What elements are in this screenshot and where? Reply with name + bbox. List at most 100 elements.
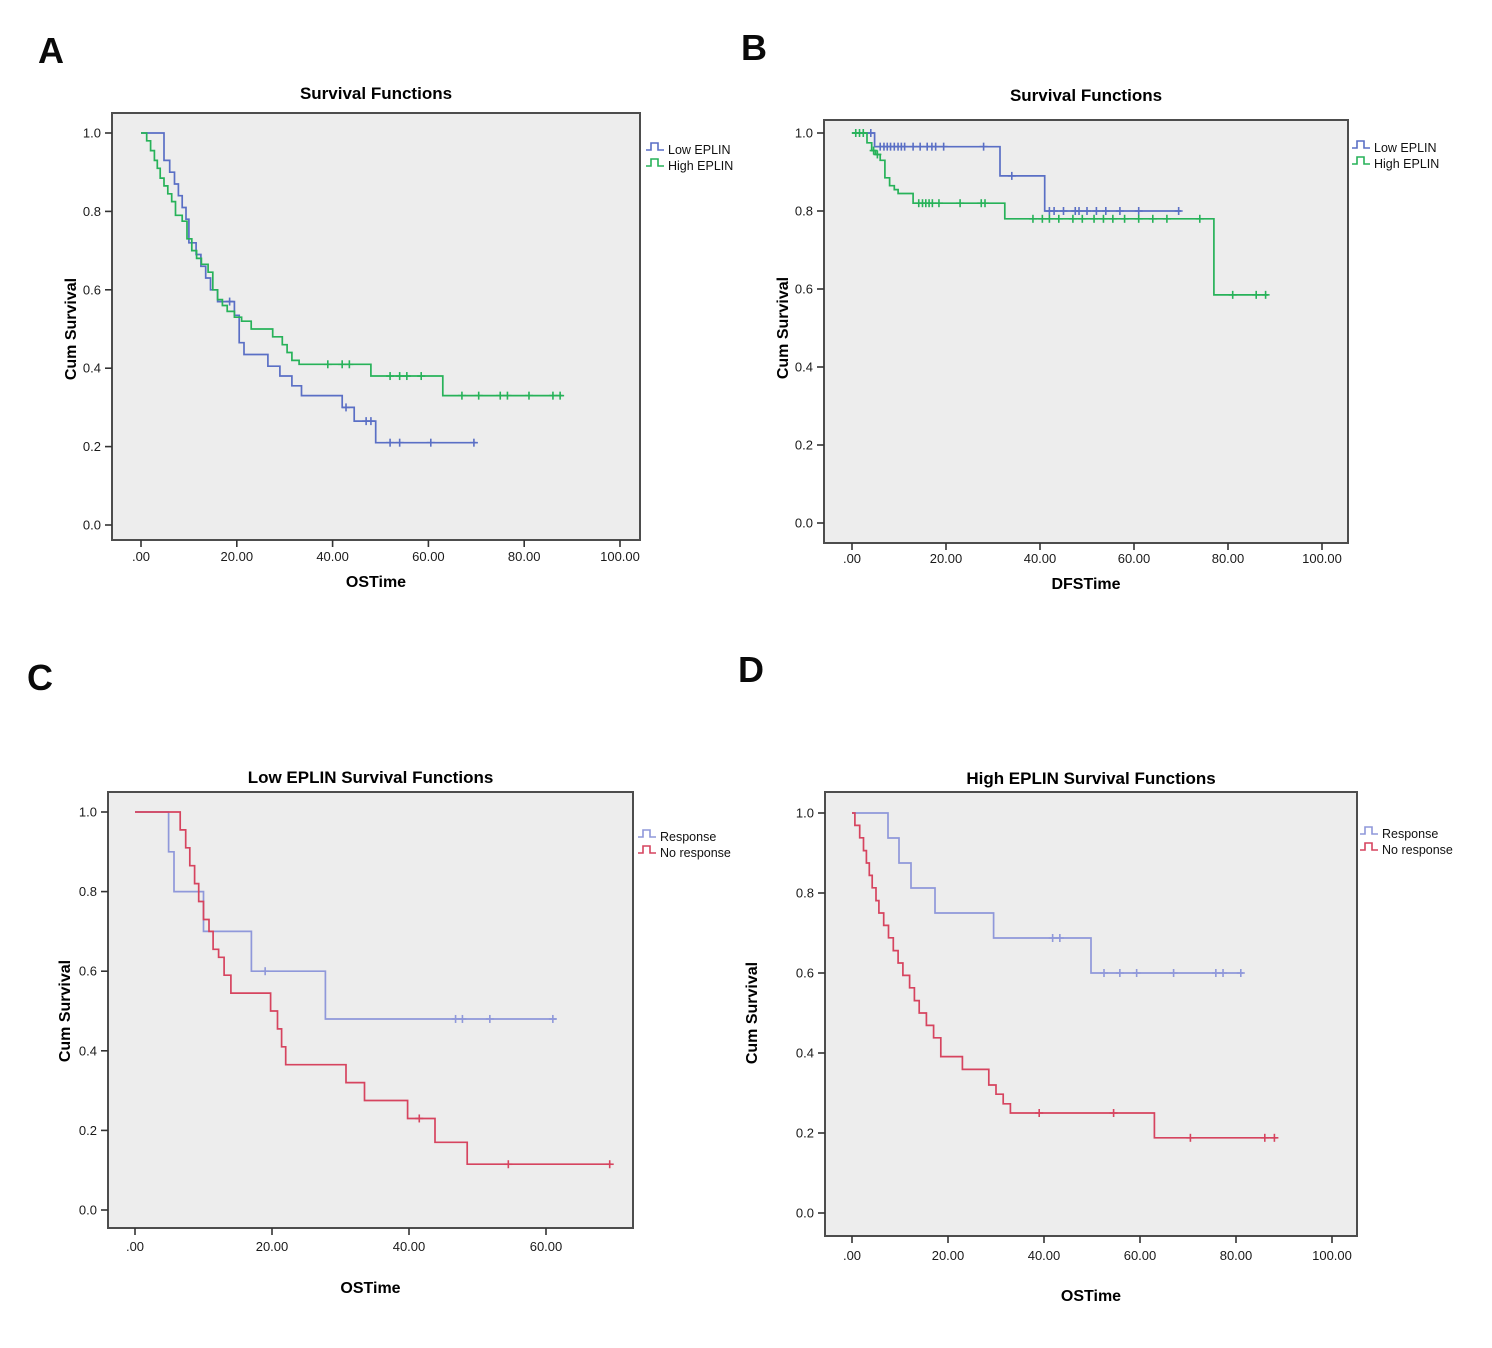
y-axis-label: Cum Survival (744, 962, 761, 1064)
plot-area (823, 119, 1349, 544)
y-tick-label: 0.4 (795, 360, 813, 375)
x-tick-label: 20.00 (221, 549, 254, 564)
plot-area (824, 791, 1358, 1237)
x-tick-label: 60.00 (1124, 1248, 1157, 1263)
censor-marks-response (1048, 934, 1245, 977)
series-line-low-eplin (852, 132, 1181, 212)
legend-step-icon (1360, 842, 1378, 851)
legend-step-icon (646, 158, 664, 167)
x-axis-label: OSTime (340, 1280, 400, 1297)
y-tick-label: 0.8 (796, 886, 814, 901)
y-tick-label: 0.2 (83, 439, 101, 454)
censor-marks-no-response (415, 1114, 614, 1169)
censor-marks-response (261, 967, 557, 1023)
chart-title: Low EPLIN Survival Functions (248, 768, 494, 787)
legend-step-icon (646, 142, 664, 151)
x-tick-label: 80.00 (1220, 1248, 1253, 1263)
legend-label: High EPLIN (668, 159, 733, 173)
censor-marks-high-eplin (851, 129, 1270, 299)
x-tick-label: 40.00 (1028, 1248, 1061, 1263)
x-tick-label: 20.00 (932, 1248, 965, 1263)
x-tick-label: 40.00 (393, 1239, 426, 1254)
panel-b: Survival Functions 0.0 0.2 0.4 0.6 0.8 1.0 .00 2… (775, 86, 1439, 593)
plot-area (111, 112, 641, 541)
x-tick-label: 60.00 (412, 549, 445, 564)
x-tick-label: 100.00 (600, 549, 640, 564)
x-tick-label: .00 (132, 549, 150, 564)
legend-label: Response (660, 830, 716, 844)
legend-label: No response (660, 846, 731, 860)
legend: Low EPLIN High EPLIN (646, 142, 733, 173)
x-tick-label: 100.00 (1312, 1248, 1352, 1263)
y-tick-label: 0.8 (79, 884, 97, 899)
legend-step-icon (1352, 140, 1370, 149)
y-tick-label: 0.0 (795, 516, 813, 531)
y-tick-label: 1.0 (79, 805, 97, 820)
series-line-no-response (135, 811, 612, 1166)
y-tick-label: 0.2 (795, 438, 813, 453)
x-tick-label: 80.00 (1212, 551, 1245, 566)
y-tick-label: 0.4 (796, 1046, 814, 1061)
censor-marks-low-eplin (225, 297, 478, 447)
y-tick-label: 0.0 (796, 1206, 814, 1221)
y-tick-label: 0.6 (83, 282, 101, 297)
x-tick-label: 60.00 (1118, 551, 1151, 566)
panel-c-letter: C (27, 657, 54, 698)
legend-label: Low EPLIN (668, 143, 731, 157)
y-tick-label: 0.8 (83, 204, 101, 219)
x-tick-label: 80.00 (508, 549, 541, 564)
y-axis-label: Cum Survival (775, 277, 792, 379)
chart-title: Survival Functions (300, 84, 452, 103)
x-tick-label: 100.00 (1302, 551, 1342, 566)
y-tick-label: 1.0 (796, 806, 814, 821)
panel-d-letter: D (738, 649, 765, 690)
panel-a-letter: A (38, 30, 65, 71)
y-tick-label: 0.6 (79, 964, 97, 979)
x-tick-label: 20.00 (930, 551, 963, 566)
series-line-no-response (852, 812, 1277, 1139)
series-line-response (852, 812, 1244, 974)
y-tick-label: 1.0 (795, 126, 813, 141)
y-tick-label: 0.4 (79, 1043, 97, 1058)
plot-area (107, 791, 634, 1229)
censor-marks-no-response (1035, 1109, 1279, 1142)
x-axis-label: OSTime (346, 574, 406, 591)
x-tick-label: 60.00 (530, 1239, 563, 1254)
panel-d: High EPLIN Survival Functions 0.0 0.2 0.4 0.… (744, 769, 1453, 1305)
y-axis-label: Cum Survival (63, 278, 80, 380)
x-tick-label: 40.00 (1024, 551, 1057, 566)
legend-step-icon (638, 845, 656, 854)
x-tick-label: .00 (843, 551, 861, 566)
legend-label: Response (1382, 827, 1438, 841)
x-axis-label: OSTime (1061, 1288, 1121, 1305)
y-tick-label: 1.0 (83, 126, 101, 141)
x-tick-label: 40.00 (316, 549, 349, 564)
y-tick-label: 0.0 (79, 1203, 97, 1218)
y-tick-label: 0.4 (83, 361, 101, 376)
y-tick-label: 0.2 (796, 1126, 814, 1141)
legend-step-icon (1360, 826, 1378, 835)
series-line-high-eplin (141, 132, 563, 397)
y-tick-label: 0.6 (796, 966, 814, 981)
y-tick-label: 0.0 (83, 518, 101, 533)
legend-label: High EPLIN (1374, 157, 1439, 171)
chart-title: High EPLIN Survival Functions (966, 769, 1215, 788)
chart-title: Survival Functions (1010, 86, 1162, 105)
legend-step-icon (638, 829, 656, 838)
legend-step-icon (1352, 156, 1370, 165)
legend: Low EPLIN High EPLIN (1352, 140, 1439, 171)
legend: Response No response (638, 829, 731, 860)
y-tick-label: 0.8 (795, 204, 813, 219)
x-tick-label: .00 (843, 1248, 861, 1263)
panel-b-letter: B (741, 27, 768, 68)
legend: Response No response (1360, 826, 1453, 857)
x-axis-label: DFSTime (1051, 576, 1120, 593)
x-tick-label: 20.00 (256, 1239, 289, 1254)
legend-label: Low EPLIN (1374, 141, 1437, 155)
y-tick-label: 0.6 (795, 282, 813, 297)
legend-label: No response (1382, 843, 1453, 857)
censor-marks-low-eplin (866, 129, 1183, 215)
